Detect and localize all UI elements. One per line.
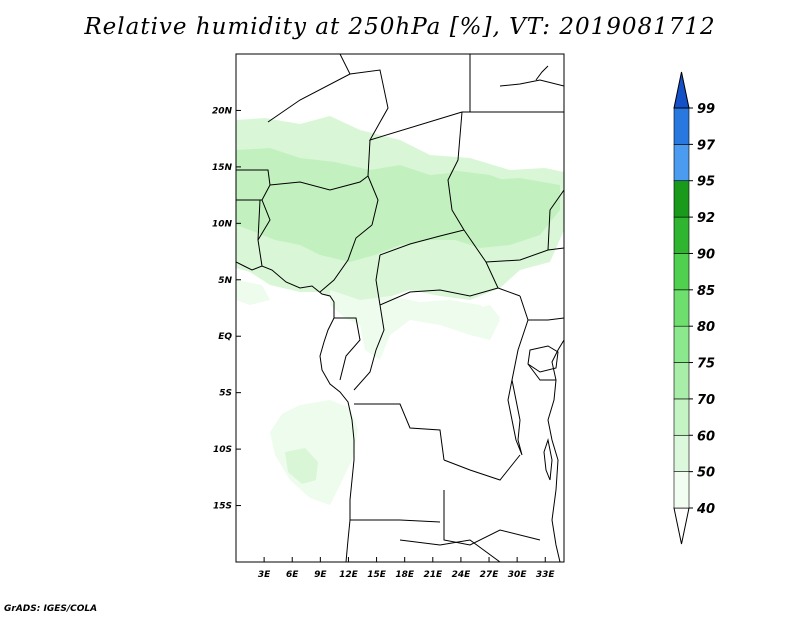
- colorbar-lower-triangle: [673, 507, 690, 545]
- colorbar-level-label: 80: [697, 320, 715, 335]
- colorbar-level-label: 92: [697, 211, 715, 226]
- lon-tick-label: 30E: [508, 570, 528, 580]
- colorbar-box: [673, 107, 690, 145]
- humidity-fringe-south: [330, 290, 500, 360]
- colorbar-level-label: 95: [697, 175, 715, 190]
- humidity-patch-east: [450, 170, 545, 238]
- longitude-axis: 3E 6E 9E 12E 15E 18E 21E 24E 27E 30E 33E: [258, 557, 556, 580]
- colorbar-level-label: 60: [697, 429, 715, 444]
- colorbar-upper-triangle: [673, 71, 690, 109]
- lon-tick-label: 12E: [339, 570, 359, 580]
- latitude-axis: 20N 15N 10N 5N EQ 5S 10S 15S: [212, 106, 241, 512]
- border-tanzania: [527, 363, 556, 381]
- colorbar-box: [673, 434, 690, 472]
- border-car-sudan: [463, 229, 521, 297]
- border-angola-namibia: [350, 519, 441, 523]
- border-niger-chad: [367, 139, 379, 226]
- border-car-drc: [379, 287, 499, 306]
- lat-tick-label: 5S: [219, 389, 232, 399]
- border-mali-niger: [236, 169, 271, 201]
- border-libya-chad: [349, 69, 463, 141]
- lon-tick-label: 18E: [395, 570, 415, 580]
- colorbar-level-label: 97: [697, 138, 716, 153]
- border-south: [399, 539, 501, 562]
- lake-malawi: [543, 438, 553, 481]
- border-ethiopia: [547, 189, 564, 251]
- colorbar-level-label: 85: [697, 284, 715, 299]
- colorbar-box: [673, 471, 690, 509]
- border-kenya-uganda: [528, 317, 564, 321]
- lon-tick-label: 24E: [452, 570, 472, 580]
- border-nigeria-cameroon: [319, 224, 373, 293]
- coastline-north: [499, 79, 564, 87]
- border-zambia-zimbabwe: [443, 490, 541, 546]
- humidity-patch-small-2: [236, 280, 270, 305]
- humidity-shading: [236, 116, 564, 505]
- red-sea-coast: [535, 65, 549, 81]
- colorbar-box: [673, 289, 690, 327]
- lat-tick-label: 10N: [212, 219, 233, 229]
- map-title: Relative humidity at 250hPa [%], VT: 201…: [84, 14, 716, 40]
- lat-tick-label: 5N: [218, 276, 232, 286]
- border-drc-east: [511, 295, 529, 381]
- humidity-plume-core: [285, 448, 318, 484]
- colorbar-box: [673, 398, 690, 436]
- lat-tick-label: 15S: [213, 502, 232, 512]
- coastline-east: [547, 339, 564, 562]
- lon-tick-label: 15E: [367, 570, 387, 580]
- colorbar-box: [673, 325, 690, 363]
- border-south-sudan: [485, 247, 564, 263]
- colorbar-level-label: 75: [697, 357, 715, 372]
- colorbar-level-label: 70: [697, 393, 715, 408]
- lake-tanganyika: [507, 379, 523, 456]
- coastlines-and-borders: [236, 54, 564, 562]
- border-niger-nigeria: [269, 175, 369, 191]
- border-libya-algeria: [267, 54, 351, 123]
- lon-tick-label: 9E: [314, 570, 327, 580]
- humidity-patch-west: [270, 182, 350, 238]
- border-drc-zambia: [443, 454, 521, 481]
- colorbar-box: [673, 362, 690, 400]
- border-drc-angola: [354, 403, 445, 461]
- coastline-west-africa: [236, 261, 355, 562]
- colorbar-box: [673, 144, 690, 182]
- grads-credit: GrADS: IGES/COLA: [4, 604, 98, 614]
- lon-tick-label: 33E: [536, 570, 556, 580]
- border-gabon: [334, 317, 361, 381]
- lat-tick-label: 15N: [212, 163, 233, 173]
- colorbar-box: [673, 216, 690, 254]
- colorbar-box: [673, 180, 690, 218]
- humidity-plume-atlantic: [270, 400, 358, 505]
- plot-frame: [235, 53, 565, 563]
- border-burkina: [236, 199, 271, 241]
- lon-tick-label: 6E: [286, 570, 299, 580]
- border-cameroon-car: [375, 254, 381, 306]
- colorbar-level-label: 90: [697, 247, 715, 262]
- lat-tick-label: EQ: [218, 332, 232, 342]
- lon-tick-label: 3E: [258, 570, 271, 580]
- lon-tick-label: 27E: [480, 570, 500, 580]
- lon-tick-label: 21E: [423, 570, 443, 580]
- colorbar-level-label: 99: [697, 102, 715, 117]
- colorbar: 40 50 60 70 75 80 85 90 92 95 97 99: [673, 71, 716, 545]
- lat-tick-label: 10S: [213, 445, 232, 455]
- lat-tick-label: 20N: [212, 106, 233, 116]
- border-congo-drc: [353, 304, 385, 391]
- colorbar-level-label: 50: [697, 466, 715, 481]
- humidity-patch-small-1: [470, 305, 500, 330]
- colorbar-box: [673, 253, 690, 291]
- border-chad-car: [379, 229, 465, 256]
- border-chad-sudan: [447, 111, 465, 231]
- colorbar-level-label: 40: [696, 502, 715, 517]
